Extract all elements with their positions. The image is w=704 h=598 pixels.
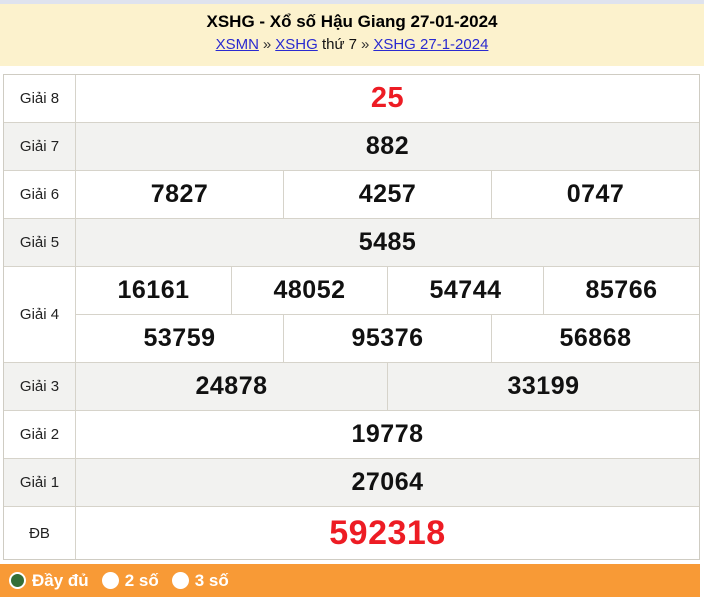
breadcrumb-link-date[interactable]: XSHG 27-1-2024 — [373, 36, 489, 53]
prize-row: Giải 7 882 — [4, 122, 699, 170]
prize-number: 95376 — [284, 315, 492, 362]
prize-row: Giải 4 16161 48052 54744 85766 53759 95376 5686… — [4, 266, 699, 362]
prize-number: 53759 — [76, 315, 284, 362]
page-header: XSHG - Xổ số Hậu Giang 27-01-2024 XSMN» X… — [0, 4, 704, 66]
prize-number: 7827 — [76, 171, 284, 218]
prize-numbers: 592318 — [76, 507, 699, 559]
prize-label: Giải 4 — [4, 267, 76, 362]
prize-number: 33199 — [507, 372, 580, 400]
prize-numbers: 24878 33199 — [76, 363, 699, 410]
prize-row: Giải 5 5485 — [4, 218, 699, 266]
prize-row: Giải 8 25 — [4, 75, 699, 122]
prize-numbers: 7827 4257 0747 — [76, 171, 699, 218]
top-strip — [0, 0, 704, 4]
prize-label: Giải 5 — [4, 219, 76, 266]
prize-number: 592318 — [329, 513, 446, 552]
option-3-digits[interactable]: 3 số — [171, 570, 229, 591]
prize-label: Giải 2 — [4, 411, 76, 458]
page-title: XSHG - Xổ số Hậu Giang 27-01-2024 — [206, 12, 498, 31]
option-full-label: Đầy đủ — [32, 570, 89, 590]
prize-label: Giải 1 — [4, 459, 76, 506]
prize-number: 56868 — [559, 324, 632, 352]
option-3-digits-label: 3 số — [194, 570, 229, 590]
prize-numbers: 27064 — [76, 459, 699, 506]
breadcrumb-text-weekday: thứ 7 — [321, 36, 357, 53]
breadcrumb-link-xshg[interactable]: XSHG — [275, 36, 318, 53]
prize-number: 48052 — [232, 267, 388, 314]
prize-number: 54744 — [388, 267, 544, 314]
prize-number: 16161 — [76, 267, 232, 314]
prize-label: Giải 8 — [4, 75, 76, 122]
prize-row: Giải 6 7827 4257 0747 — [4, 170, 699, 218]
prize-label: ĐB — [4, 507, 76, 559]
prize-numbers: 19778 — [76, 411, 699, 458]
prize-numbers: 16161 48052 54744 85766 53759 95376 56868 — [76, 267, 699, 362]
prize-row: ĐB 592318 — [4, 506, 699, 559]
prize-number: 25 — [370, 82, 405, 114]
prize-number: 19778 — [351, 420, 424, 448]
option-2-digits[interactable]: 2 số — [101, 570, 159, 591]
prize-number: 5485 — [358, 228, 417, 256]
prize-number: 85766 — [585, 276, 658, 304]
prize-row: Giải 2 19778 — [4, 410, 699, 458]
radio-day-du-icon[interactable] — [9, 572, 26, 589]
prize-number: 24878 — [76, 363, 388, 410]
prize-row: Giải 1 27064 — [4, 458, 699, 506]
prize-number: 4257 — [284, 171, 492, 218]
prize-number: 27064 — [351, 468, 424, 496]
prize-label: Giải 7 — [4, 123, 76, 170]
prize-label: Giải 3 — [4, 363, 76, 410]
option-2-digits-label: 2 số — [124, 570, 159, 590]
results-table: Giải 8 25 Giải 7 882 Giải 6 7827 4257 0747 Giải … — [3, 74, 700, 560]
display-mode-bar: Đầy đủ 2 số 3 số — [0, 564, 700, 597]
prize-row: Giải 3 24878 33199 — [4, 362, 699, 410]
option-full[interactable]: Đầy đủ — [9, 571, 89, 591]
prize-number: 0747 — [566, 180, 625, 208]
breadcrumb-separator: » — [262, 36, 272, 53]
breadcrumb-link-xsmn[interactable]: XSMN — [215, 36, 259, 53]
prize-numbers: 5485 — [76, 219, 699, 266]
prize-numbers: 882 — [76, 123, 699, 170]
prize-label: Giải 6 — [4, 171, 76, 218]
prize-numbers: 25 — [76, 75, 699, 122]
radio-2-so-icon[interactable] — [101, 572, 119, 589]
breadcrumb-separator: » — [361, 36, 370, 53]
prize-number: 882 — [365, 132, 410, 160]
breadcrumb: XSMN» XSHG thứ 7» XSHG 27-1-2024 — [0, 36, 704, 53]
radio-3-so-icon[interactable] — [171, 572, 189, 589]
